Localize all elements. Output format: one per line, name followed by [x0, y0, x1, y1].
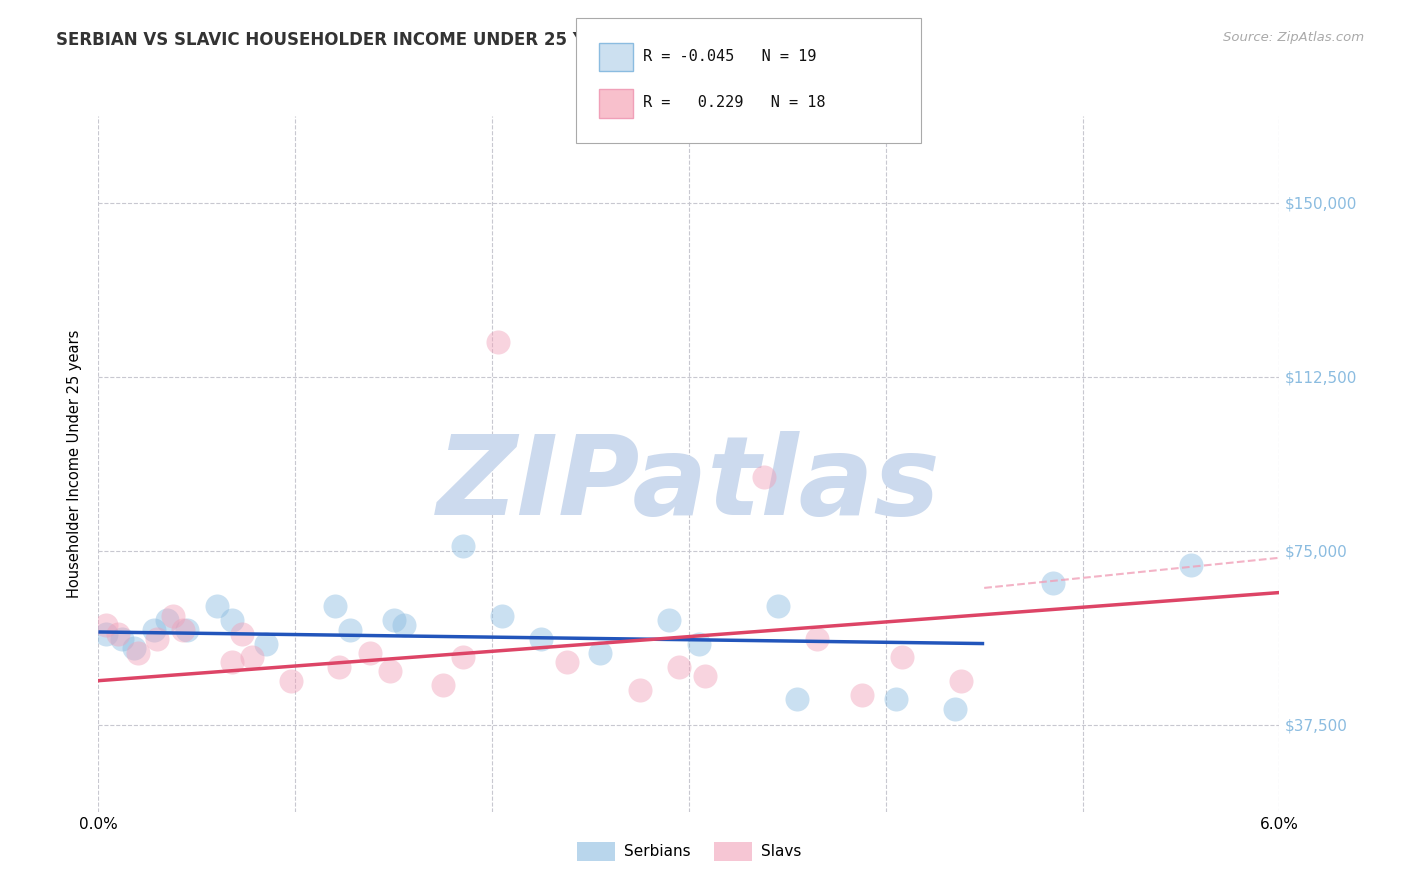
- Point: [451, 650, 474, 665]
- Point: [851, 688, 873, 702]
- Point: [172, 623, 194, 637]
- Point: [628, 683, 651, 698]
- Point: [555, 655, 578, 669]
- Point: [221, 655, 243, 669]
- Point: [432, 678, 454, 692]
- Point: [658, 614, 681, 628]
- Point: [890, 650, 912, 665]
- Point: [176, 623, 198, 637]
- Point: [668, 660, 690, 674]
- Point: [328, 660, 350, 674]
- Point: [949, 673, 972, 688]
- Text: ZIPatlas: ZIPatlas: [437, 431, 941, 538]
- Point: [884, 692, 907, 706]
- Point: [96, 627, 118, 641]
- Point: [280, 673, 302, 688]
- Legend: Serbians, Slavs: Serbians, Slavs: [571, 836, 807, 867]
- Point: [323, 599, 346, 614]
- Point: [486, 335, 509, 350]
- Point: [156, 614, 179, 628]
- Point: [688, 637, 710, 651]
- Point: [240, 650, 263, 665]
- Point: [221, 614, 243, 628]
- Y-axis label: Householder Income Under 25 years: Householder Income Under 25 years: [67, 330, 83, 598]
- Text: R = -0.045   N = 19: R = -0.045 N = 19: [643, 49, 815, 63]
- Point: [231, 627, 253, 641]
- Point: [693, 669, 716, 683]
- Point: [943, 701, 966, 715]
- Point: [378, 665, 401, 679]
- Point: [254, 637, 277, 651]
- Point: [111, 632, 134, 646]
- Point: [205, 599, 228, 614]
- Point: [491, 608, 513, 623]
- Point: [146, 632, 169, 646]
- Point: [392, 618, 415, 632]
- Point: [359, 646, 381, 660]
- Point: [142, 623, 165, 637]
- Point: [122, 641, 145, 656]
- Point: [162, 608, 184, 623]
- Text: Source: ZipAtlas.com: Source: ZipAtlas.com: [1223, 31, 1364, 45]
- Point: [766, 599, 789, 614]
- Point: [530, 632, 553, 646]
- Point: [382, 614, 405, 628]
- Point: [451, 539, 474, 553]
- Point: [127, 646, 149, 660]
- Point: [806, 632, 828, 646]
- Point: [339, 623, 361, 637]
- Point: [107, 627, 129, 641]
- Point: [1180, 558, 1202, 572]
- Point: [1042, 576, 1064, 591]
- Point: [752, 469, 775, 483]
- Point: [786, 692, 808, 706]
- Point: [589, 646, 612, 660]
- Text: SERBIAN VS SLAVIC HOUSEHOLDER INCOME UNDER 25 YEARS CORRELATION CHART: SERBIAN VS SLAVIC HOUSEHOLDER INCOME UND…: [56, 31, 839, 49]
- Text: R =   0.229   N = 18: R = 0.229 N = 18: [643, 95, 825, 110]
- Point: [96, 618, 118, 632]
